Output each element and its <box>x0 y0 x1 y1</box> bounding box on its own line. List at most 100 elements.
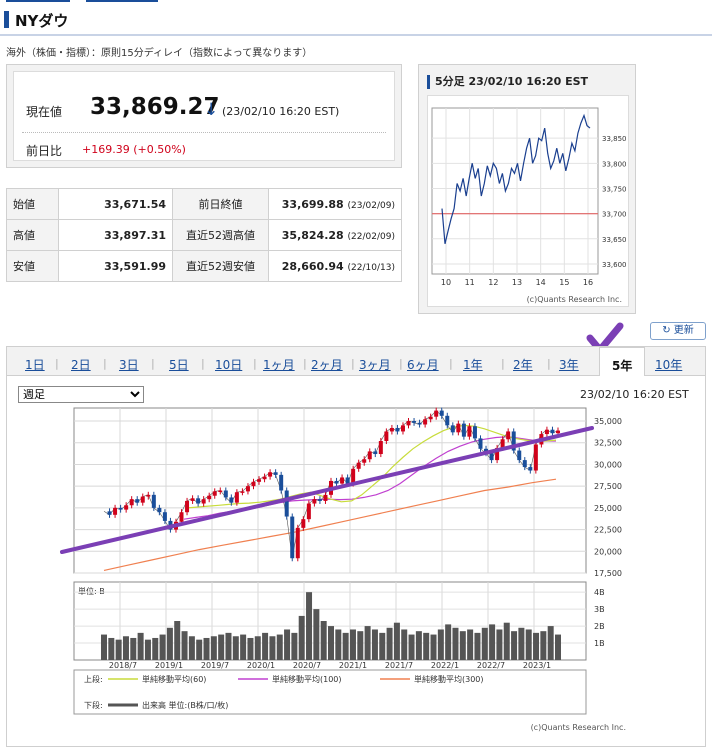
volume-bar <box>152 637 159 660</box>
volume-bar <box>328 626 334 660</box>
candle-body <box>179 512 184 522</box>
ma300-line <box>103 478 557 571</box>
volume-bar <box>210 636 217 660</box>
legend-ma300: 単純移動平均(300) <box>414 674 484 684</box>
intraday-chart-panel: 5分足 23/02/10 16:20 EST 10 11 12 13 14 15 16 33,… <box>418 64 636 314</box>
volume-bar <box>262 632 269 660</box>
candle-body <box>212 491 217 496</box>
x-tick-label: 2021/1 <box>339 661 367 670</box>
volume-bar <box>357 631 364 660</box>
current-price-panel: 現在値 33,869.27 ↓ (23/02/10 16:20 EST) 前日比… <box>6 64 402 168</box>
candle-body <box>245 486 250 492</box>
candle-body <box>423 419 428 425</box>
volume-bar <box>188 636 195 660</box>
tab-1m[interactable]: 1ヶ月 <box>263 358 295 372</box>
volume-bar <box>364 626 371 660</box>
candle-body <box>234 492 239 503</box>
chart-copyright: (c)Quants Research Inc. <box>531 723 626 732</box>
volume-bar <box>137 632 144 660</box>
candle-body <box>273 472 278 475</box>
volume-bar <box>437 629 444 660</box>
intraday-copyright: (c)Quants Research Inc. <box>527 295 622 304</box>
chart-title-marker <box>427 75 430 89</box>
candle-body <box>395 427 400 432</box>
legend-top-label: 上段: <box>84 674 103 684</box>
tab-2m[interactable]: 2ヶ月 <box>311 358 343 372</box>
tab-separator: | <box>501 357 505 370</box>
volume-bar <box>101 634 107 660</box>
low-52w-label: 直近52週安値 <box>172 250 269 282</box>
y-tick-label: 32,500 <box>594 439 622 448</box>
tab-2y[interactable]: 2年 <box>513 358 533 372</box>
chart-timestamp: 23/02/10 16:20 EST <box>580 388 689 401</box>
x-tick-label: 15 <box>559 278 569 287</box>
period-select[interactable]: 週足 <box>18 386 144 403</box>
volume-bar <box>474 632 481 660</box>
legend-ma100: 単純移動平均(100) <box>272 674 342 684</box>
x-tick-label: 10 <box>441 278 451 287</box>
x-tick-label: 2019/7 <box>201 661 229 670</box>
candle-body <box>207 495 212 500</box>
volume-bar <box>225 632 232 660</box>
volume-bar <box>408 634 415 660</box>
refresh-button[interactable]: ↻ 更新 <box>650 322 706 340</box>
volume-bar <box>284 629 291 660</box>
tab-3m[interactable]: 3ヶ月 <box>359 358 391 372</box>
candle-body <box>306 503 311 520</box>
low-52w-value: 28,660.94 <box>281 259 344 273</box>
high-value: 33,897.31 <box>58 219 173 251</box>
tab-2d[interactable]: 2日 <box>71 358 91 372</box>
change-label: 前日比 <box>26 144 63 158</box>
x-tick-label: 2023/1 <box>523 661 551 670</box>
tab-separator: | <box>449 357 453 370</box>
volume-bar <box>349 629 356 660</box>
volume-bar <box>401 629 408 660</box>
volume-bar <box>481 627 488 660</box>
y-tick-label: 33,850 <box>602 135 627 143</box>
high-52w-label: 直近52週高値 <box>172 219 269 251</box>
volume-bar <box>489 624 496 660</box>
y-tick-label: 20,000 <box>594 547 622 556</box>
candle-body <box>417 422 422 425</box>
table-row: 高値 33,897.31 直近52週高値 35,824.28 (22/02/09… <box>6 219 402 251</box>
volume-bar <box>452 627 459 660</box>
candle-body <box>113 507 118 515</box>
y-tick-label: 4B <box>594 588 605 597</box>
tab-separator: | <box>303 357 307 370</box>
prev-close-label: 前日終値 <box>172 188 269 220</box>
tab-10d[interactable]: 10日 <box>215 358 243 372</box>
volume-bar <box>467 629 474 660</box>
tab-3d[interactable]: 3日 <box>119 358 139 372</box>
tab-10y[interactable]: 10年 <box>655 358 683 372</box>
ma60-line <box>187 424 557 509</box>
intraday-chart: 10 11 12 13 14 15 16 33,600 33,650 33,700 33,750 33… <box>431 107 627 304</box>
candle-body <box>340 477 345 484</box>
tab-6m[interactable]: 6ヶ月 <box>407 358 439 372</box>
current-price-time: (23/02/10 16:20 EST) <box>222 105 340 118</box>
candle-body <box>495 447 500 461</box>
candle-body <box>378 441 383 455</box>
candle-body <box>162 512 167 521</box>
y-tick-label: 25,000 <box>594 504 622 513</box>
tab-1y[interactable]: 1年 <box>463 358 483 372</box>
tab-1d[interactable]: 1日 <box>25 358 45 372</box>
candle-body <box>461 423 466 437</box>
quote-table: 始値 33,671.54 前日終値 33,699.88 (23/02/09) 高… <box>6 188 402 282</box>
page-title: NYダウ <box>15 12 69 30</box>
tab-5y[interactable]: 5年 <box>599 347 646 377</box>
candle-body <box>301 519 306 528</box>
intraday-chart-title: 5分足 23/02/10 16:20 EST <box>435 75 589 88</box>
volume-bar <box>181 631 188 660</box>
tab-5d[interactable]: 5日 <box>169 358 189 372</box>
candle-body <box>284 490 289 517</box>
tab-3y[interactable]: 3年 <box>559 358 579 372</box>
volume-bar <box>240 634 247 660</box>
volume-bar <box>386 627 393 660</box>
volume-bar <box>276 634 283 660</box>
candle-body <box>118 507 123 510</box>
legend-volume: 出来高 単位:(B株/口/枚) <box>142 700 228 710</box>
tab-separator: | <box>253 357 257 370</box>
candle-body <box>362 459 367 463</box>
volume-bar <box>108 637 115 660</box>
